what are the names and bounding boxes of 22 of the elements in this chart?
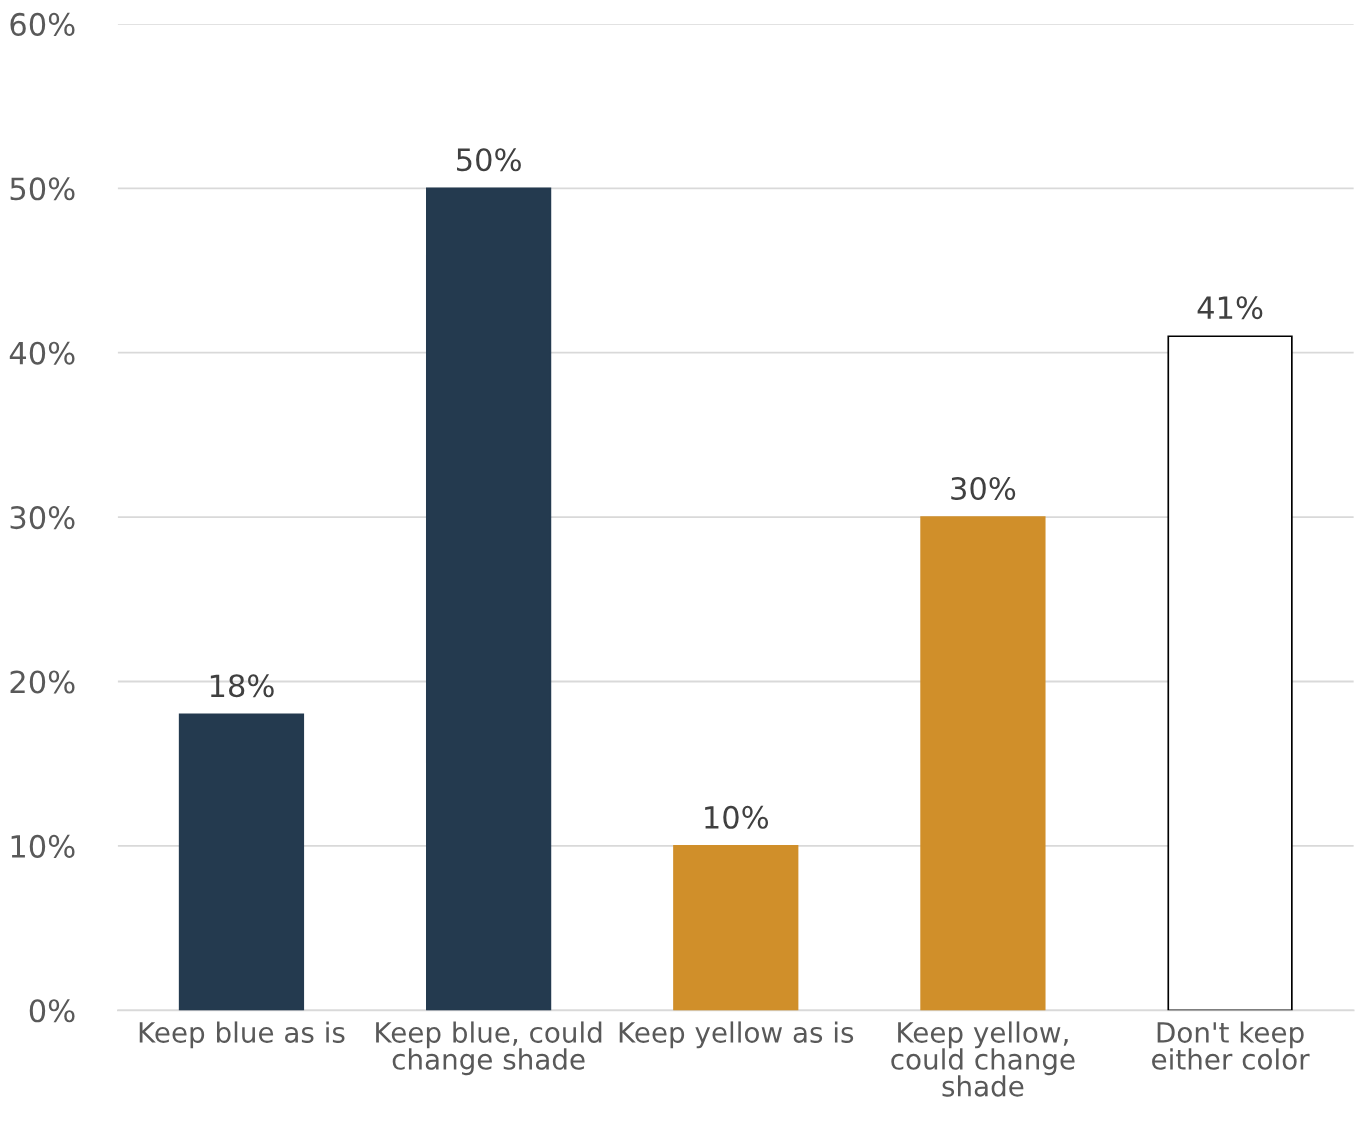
data-label: 18% [210,674,274,698]
data-label: 10% [705,805,769,829]
x-tick-label: Keep blue as is [139,1021,345,1049]
bar [1167,335,1293,1011]
x-tick-label: Keep blue, could change shade [376,1021,602,1076]
bar [178,713,305,1011]
data-label: 50% [457,148,521,172]
y-tick-label: 30% [10,506,75,530]
x-tick-label: Don't keep either color [1152,1021,1310,1070]
y-tick-label: 0% [29,999,75,1023]
data-label: 30% [951,476,1016,501]
y-tick-label: 10% [11,834,75,858]
x-tick-label: Keep yellow, could change shade [891,1021,1075,1097]
data-label: 41% [1197,296,1263,320]
x-tick-label: Keep yellow as is [619,1021,854,1049]
y-tick-label: 50% [10,177,75,201]
y-tick-label: 40% [9,341,75,365]
bar [425,187,552,1011]
y-tick-label: 60% [10,12,75,36]
bar [673,845,799,1011]
bar [920,516,1046,1011]
y-tick-label: 20% [10,670,75,694]
